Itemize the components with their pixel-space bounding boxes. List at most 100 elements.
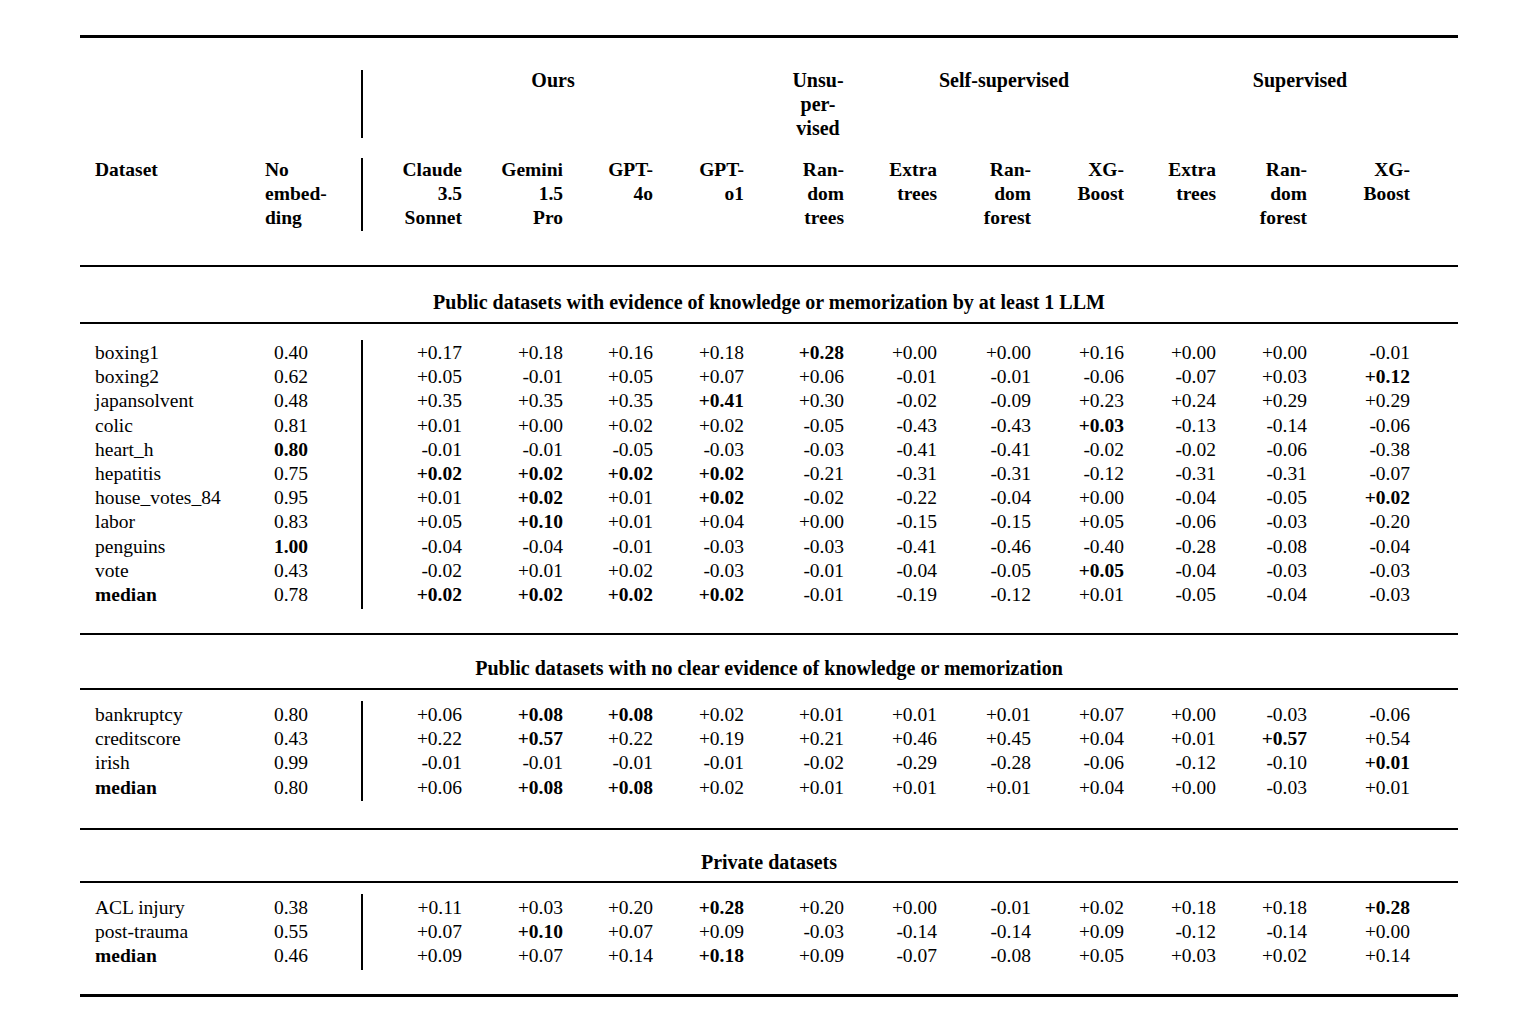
delta-value: -0.12	[937, 583, 1031, 607]
column-header-random-forest-self: Ran- dom forest	[937, 158, 1031, 231]
delta-value: +0.03	[1124, 944, 1216, 968]
delta-value: +0.01	[1124, 727, 1216, 751]
delta-value: +0.22	[563, 727, 653, 751]
table-row: bankruptcy0.80+0.06+0.08+0.08+0.02+0.01+…	[80, 703, 1458, 727]
delta-value: +0.02	[563, 462, 653, 486]
dataset-label: colic	[80, 414, 265, 438]
section1-rows: boxing10.40+0.17+0.18+0.16+0.18+0.28+0.0…	[80, 341, 1458, 607]
table-row: median0.80+0.06+0.08+0.08+0.02+0.01+0.01…	[80, 776, 1458, 800]
delta-value: -0.06	[1307, 703, 1410, 727]
delta-value: +0.30	[744, 389, 844, 413]
table-row: irish0.99-0.01-0.01-0.01-0.01-0.02-0.29-…	[80, 751, 1458, 775]
delta-value: +0.00	[1124, 776, 1216, 800]
delta-value: -0.01	[563, 751, 653, 775]
dataset-label: post-trauma	[80, 920, 265, 944]
delta-value: -0.06	[1216, 438, 1307, 462]
delta-value: +0.02	[563, 559, 653, 583]
delta-value: -0.01	[744, 559, 844, 583]
delta-value: +0.12	[1307, 365, 1410, 389]
delta-value: +0.10	[462, 510, 563, 534]
delta-value: -0.04	[462, 535, 563, 559]
delta-value: -0.03	[1307, 583, 1410, 607]
delta-value: +0.01	[744, 776, 844, 800]
table-row: median0.46+0.09+0.07+0.14+0.18+0.09-0.07…	[80, 944, 1458, 968]
delta-value: -0.07	[844, 944, 937, 968]
delta-value: +0.19	[653, 727, 744, 751]
delta-value: +0.23	[1031, 389, 1124, 413]
delta-value: +0.03	[1216, 365, 1307, 389]
delta-value: -0.03	[744, 920, 844, 944]
dataset-label: boxing2	[80, 365, 265, 389]
table-row: heart_h0.80-0.01-0.01-0.05-0.03-0.03-0.4…	[80, 438, 1458, 462]
delta-value: -0.01	[937, 365, 1031, 389]
delta-value: +0.09	[308, 944, 462, 968]
no-embedding-value: 0.81	[265, 414, 308, 438]
section3-rows: ACL injury0.38+0.11+0.03+0.20+0.28+0.20+…	[80, 896, 1458, 969]
delta-value: +0.02	[1031, 896, 1124, 920]
delta-value: -0.14	[1216, 920, 1307, 944]
no-embedding-value: 0.78	[265, 583, 308, 607]
delta-value: +0.08	[462, 703, 563, 727]
delta-value: +0.09	[744, 944, 844, 968]
delta-value: -0.05	[1124, 583, 1216, 607]
dataset-label: median	[80, 944, 265, 968]
delta-value: +0.07	[1031, 703, 1124, 727]
section1-title-rule	[80, 322, 1458, 324]
delta-value: +0.01	[1307, 751, 1410, 775]
column-header-xgboost-self: XG- Boost	[1031, 158, 1124, 231]
delta-value: -0.14	[937, 920, 1031, 944]
no-embedding-value: 0.46	[265, 944, 308, 968]
delta-value: +0.14	[563, 944, 653, 968]
delta-value: +0.02	[563, 583, 653, 607]
delta-value: -0.04	[844, 559, 937, 583]
delta-value: -0.04	[1216, 583, 1307, 607]
delta-value: -0.31	[1216, 462, 1307, 486]
delta-value: +0.00	[744, 510, 844, 534]
delta-value: -0.46	[937, 535, 1031, 559]
delta-value: +0.02	[563, 414, 653, 438]
delta-value: +0.02	[462, 462, 563, 486]
paper-results-table: Ours Unsu- per- vised Self-supervised Su…	[0, 0, 1537, 1010]
delta-value: -0.08	[937, 944, 1031, 968]
delta-value: -0.03	[653, 559, 744, 583]
table-row: hepatitis0.75+0.02+0.02+0.02+0.02-0.21-0…	[80, 462, 1458, 486]
section1-end-rule	[80, 633, 1458, 635]
delta-value: +0.00	[937, 341, 1031, 365]
delta-value: -0.06	[1031, 751, 1124, 775]
delta-value: +0.20	[563, 896, 653, 920]
delta-value: +0.00	[1124, 341, 1216, 365]
delta-value: +0.01	[937, 703, 1031, 727]
delta-value: +0.01	[937, 776, 1031, 800]
delta-value: -0.21	[744, 462, 844, 486]
column-header-dataset: Dataset	[80, 158, 265, 231]
delta-value: -0.01	[462, 365, 563, 389]
no-embedding-value: 0.83	[265, 510, 308, 534]
delta-value: +0.35	[462, 389, 563, 413]
delta-value: -0.06	[1307, 414, 1410, 438]
delta-value: -0.41	[844, 535, 937, 559]
no-embedding-value: 1.00	[265, 535, 308, 559]
delta-value: -0.01	[563, 535, 653, 559]
delta-value: -0.31	[1124, 462, 1216, 486]
delta-value: +0.02	[1307, 486, 1410, 510]
table-row: colic0.81+0.01+0.00+0.02+0.02-0.05-0.43-…	[80, 414, 1458, 438]
delta-value: +0.02	[653, 462, 744, 486]
delta-value: -0.14	[844, 920, 937, 944]
delta-value: +0.02	[462, 486, 563, 510]
no-embedding-value: 0.80	[265, 438, 308, 462]
no-embedding-value: 0.80	[265, 703, 308, 727]
no-embedding-value: 0.43	[265, 727, 308, 751]
delta-value: +0.01	[563, 486, 653, 510]
dataset-label: penguins	[80, 535, 265, 559]
delta-value: -0.14	[1216, 414, 1307, 438]
delta-value: -0.05	[563, 438, 653, 462]
no-embedding-value: 0.55	[265, 920, 308, 944]
delta-value: -0.07	[1307, 462, 1410, 486]
delta-value: +0.20	[744, 896, 844, 920]
delta-value: -0.02	[744, 486, 844, 510]
delta-value: -0.41	[844, 438, 937, 462]
column-header-claude-3-5-sonnet: Claude 3.5 Sonnet	[308, 158, 462, 231]
delta-value: +0.18	[1124, 896, 1216, 920]
delta-value: +0.01	[308, 486, 462, 510]
delta-value: -0.09	[937, 389, 1031, 413]
